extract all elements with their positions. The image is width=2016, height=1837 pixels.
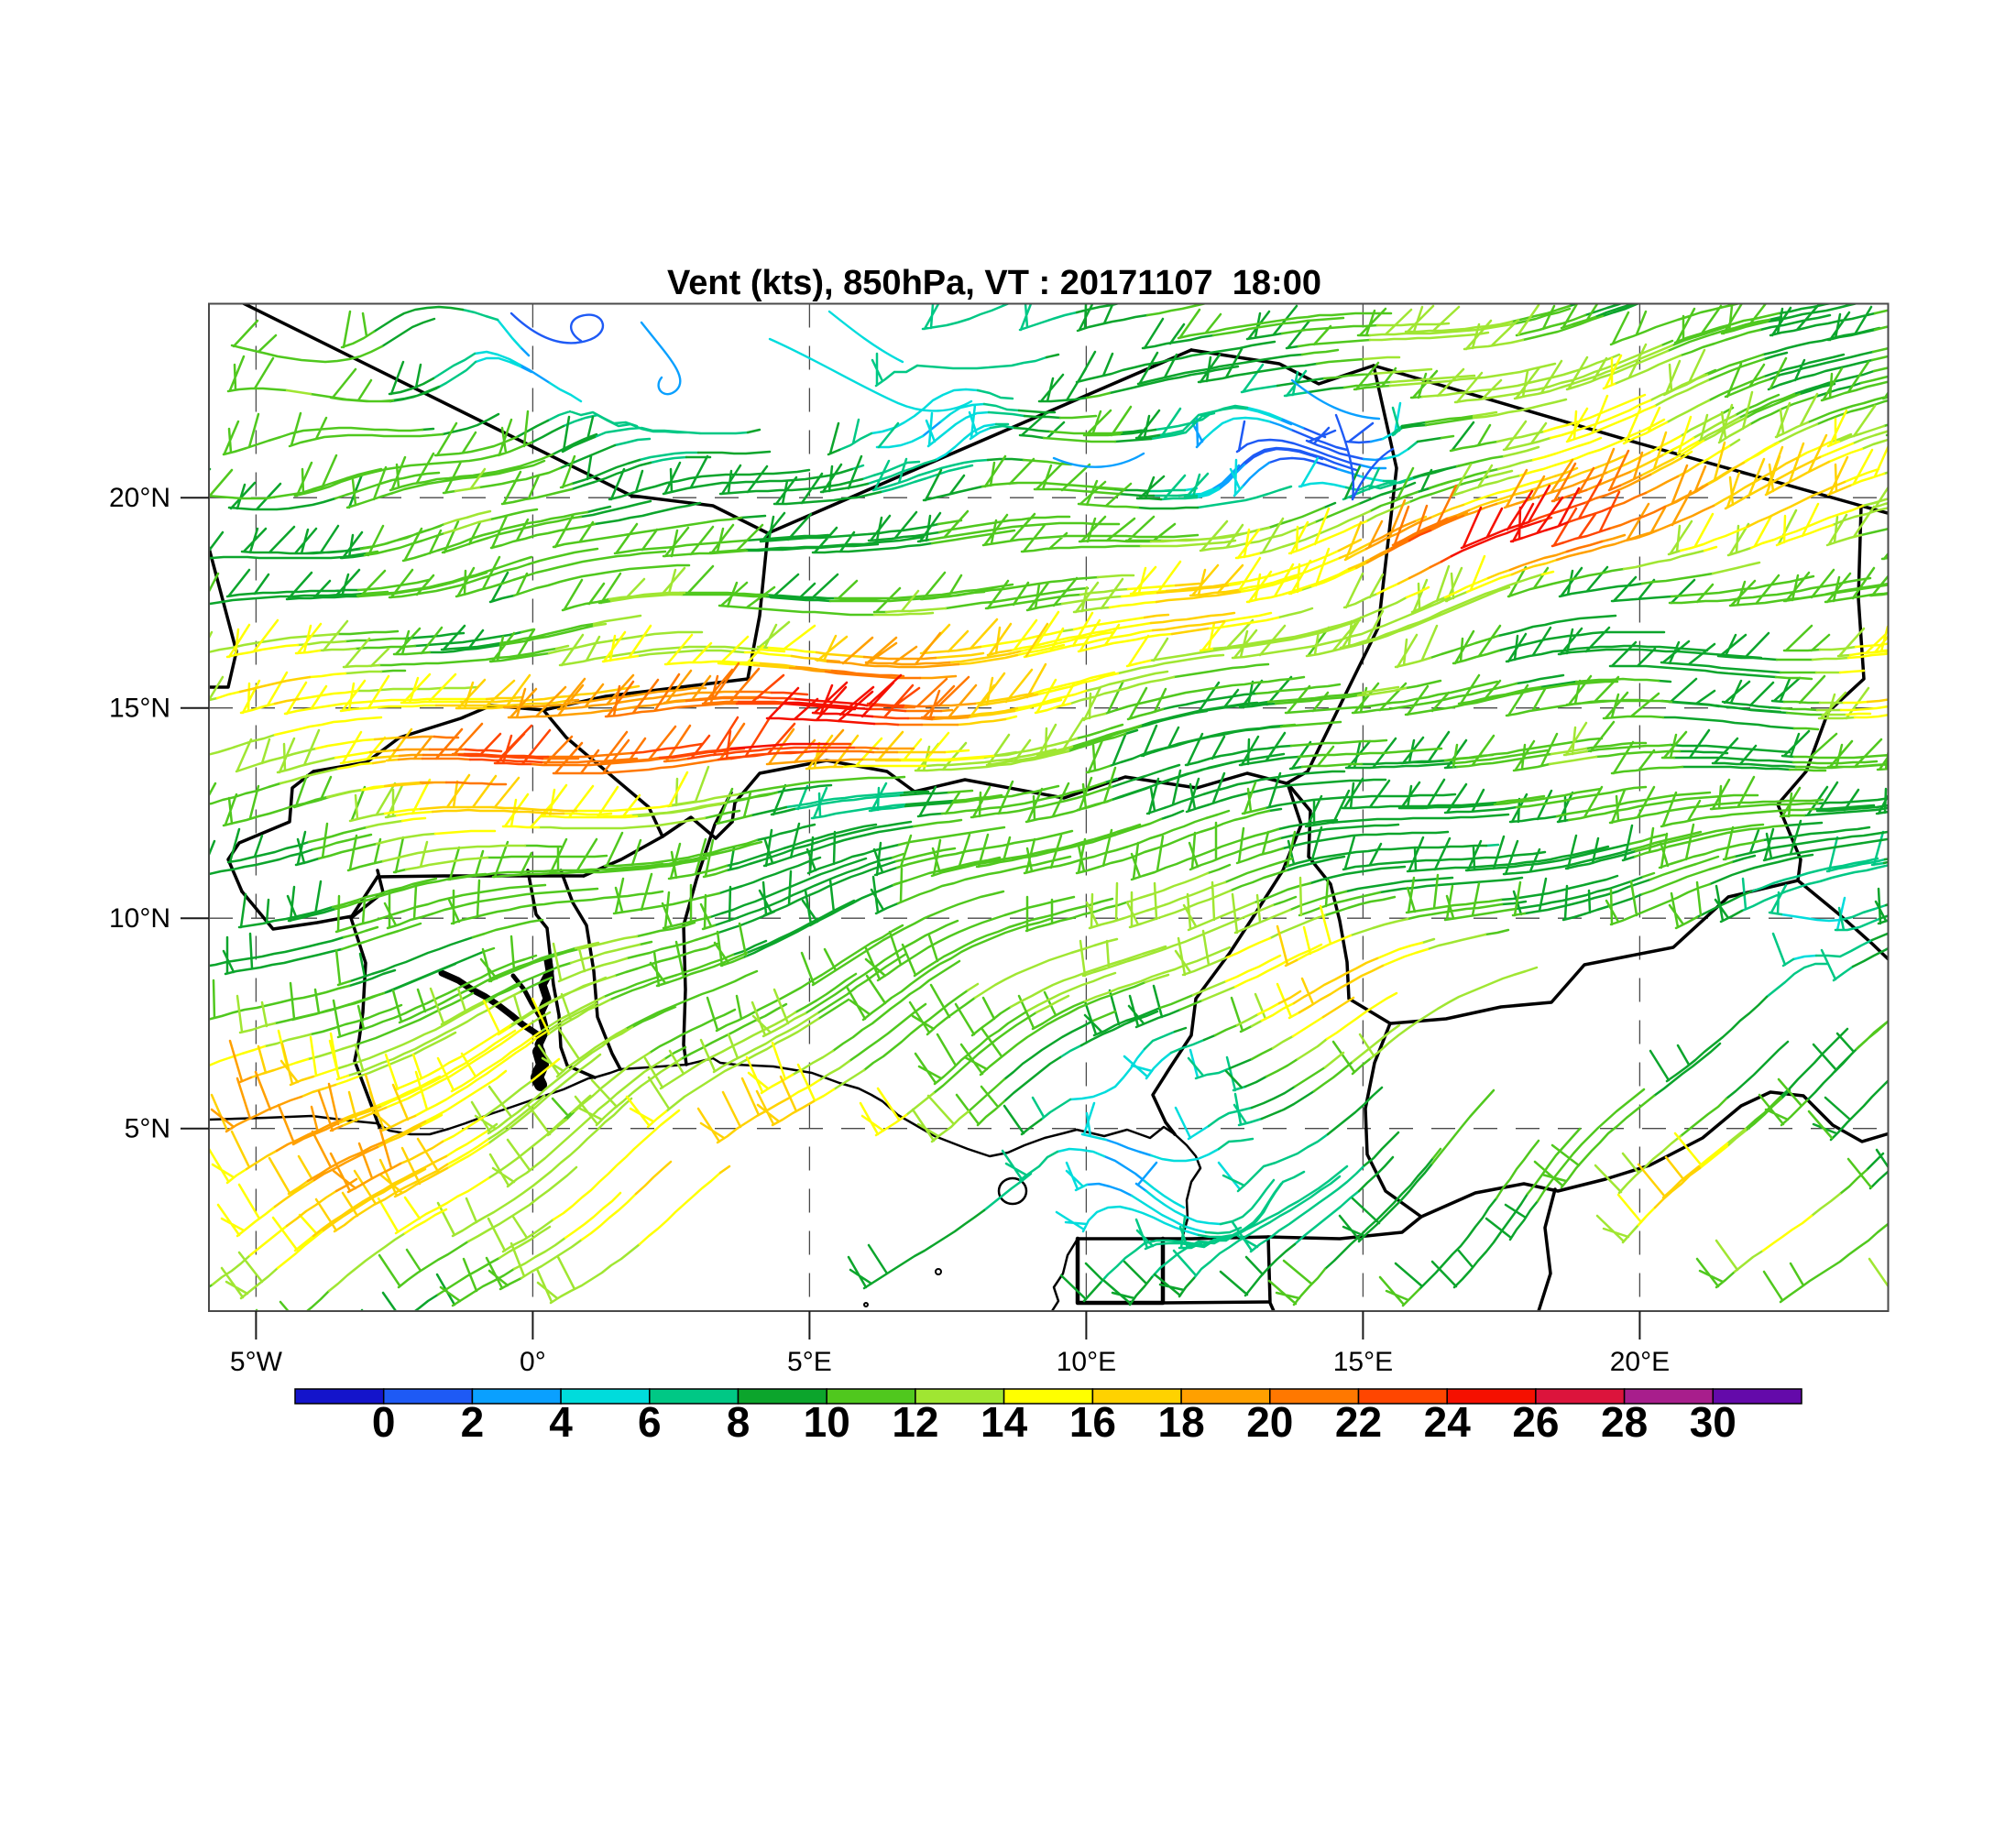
svg-text:5°E: 5°E bbox=[787, 1347, 832, 1377]
svg-text:10: 10 bbox=[804, 1398, 850, 1446]
svg-text:20: 20 bbox=[1246, 1398, 1293, 1446]
svg-text:2: 2 bbox=[461, 1398, 485, 1446]
svg-text:30: 30 bbox=[1690, 1398, 1737, 1446]
svg-text:20°E: 20°E bbox=[1610, 1347, 1670, 1377]
svg-text:5°N: 5°N bbox=[125, 1114, 170, 1144]
svg-text:28: 28 bbox=[1601, 1398, 1648, 1446]
svg-text:16: 16 bbox=[1069, 1398, 1116, 1446]
svg-text:15°N: 15°N bbox=[109, 694, 170, 724]
svg-text:4: 4 bbox=[549, 1398, 573, 1446]
svg-text:26: 26 bbox=[1512, 1398, 1559, 1446]
svg-text:12: 12 bbox=[892, 1398, 938, 1446]
svg-text:18: 18 bbox=[1158, 1398, 1205, 1446]
svg-text:10°E: 10°E bbox=[1057, 1347, 1116, 1377]
svg-text:10°N: 10°N bbox=[109, 903, 170, 934]
svg-text:15°E: 15°E bbox=[1333, 1347, 1393, 1377]
svg-text:8: 8 bbox=[727, 1398, 751, 1446]
svg-text:14: 14 bbox=[981, 1398, 1028, 1446]
svg-text:0: 0 bbox=[372, 1398, 396, 1446]
svg-text:22: 22 bbox=[1335, 1398, 1382, 1446]
svg-text:Vent (kts), 850hPa, VT : 20171: Vent (kts), 850hPa, VT : 20171107 18:00 bbox=[667, 264, 1321, 302]
svg-text:24: 24 bbox=[1424, 1398, 1472, 1446]
svg-text:0°: 0° bbox=[520, 1347, 546, 1377]
svg-text:6: 6 bbox=[638, 1398, 662, 1446]
svg-text:5°W: 5°W bbox=[230, 1347, 283, 1377]
svg-text:20°N: 20°N bbox=[109, 483, 170, 513]
